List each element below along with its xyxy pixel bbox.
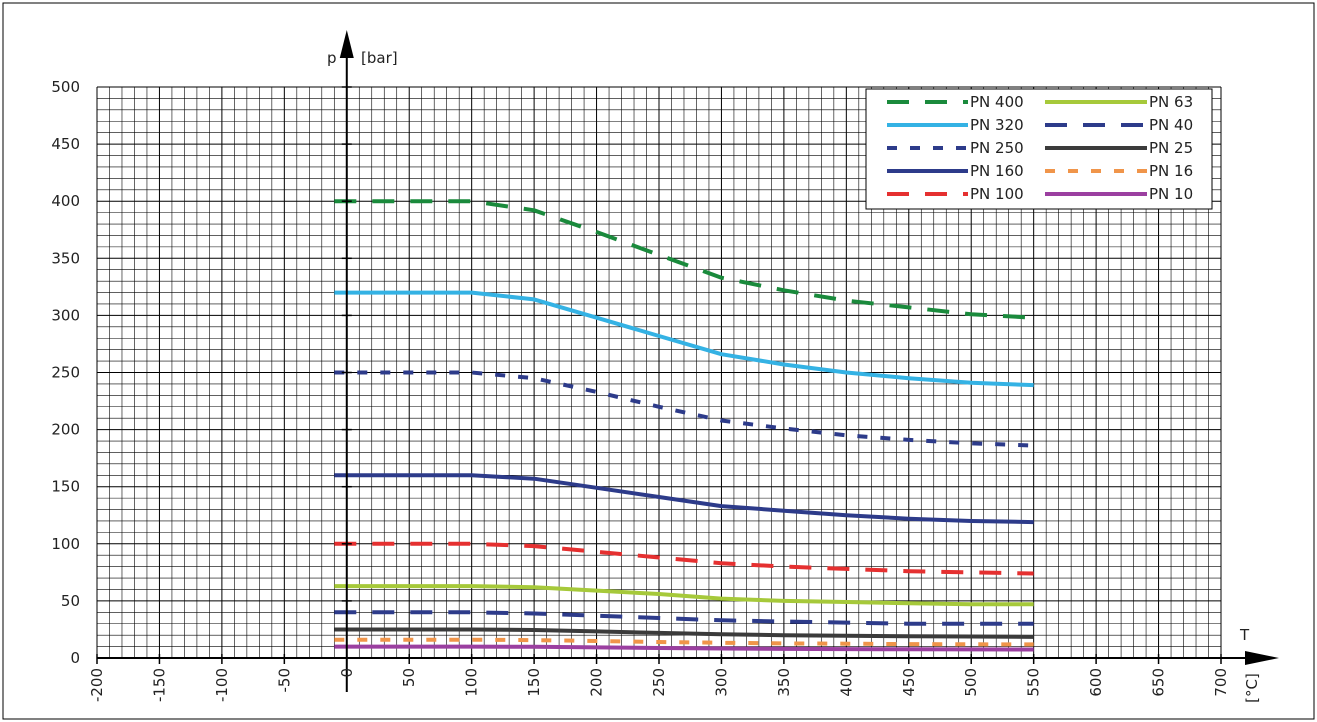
- series-line-pn160: [334, 473, 1034, 525]
- y-tick-label: 300: [51, 306, 80, 324]
- x-tick-label: 50: [400, 668, 418, 687]
- series-line-pn250: [334, 370, 1034, 448]
- y-tick-label: 150: [51, 478, 80, 496]
- x-tick-label: 550: [1025, 668, 1043, 697]
- x-tick-label: -50: [275, 668, 293, 693]
- x-tick-label: -100: [213, 668, 231, 702]
- series-line-pn400: [334, 199, 1034, 320]
- legend-label: PN 250: [970, 139, 1024, 157]
- legend-label: PN 160: [970, 162, 1024, 180]
- y-axis-unit: [bar]: [361, 49, 398, 67]
- legend-label: PN 320: [970, 116, 1024, 134]
- series-lines: [334, 199, 1034, 652]
- y-axis-title: p: [327, 49, 337, 67]
- x-axis-unit: [°C]: [1243, 673, 1261, 703]
- x-tick-label: 0: [338, 668, 356, 678]
- legend-label: PN 25: [1149, 139, 1193, 157]
- series-line-pn320: [334, 290, 1034, 388]
- x-tick-label: 150: [525, 668, 543, 697]
- x-tick-label: 250: [650, 668, 668, 697]
- series-line-pn100: [334, 541, 1034, 576]
- x-axis-title: T: [1239, 626, 1250, 644]
- series-line-pn16: [334, 637, 1034, 647]
- y-tick-label: 100: [51, 535, 80, 553]
- x-tick-label: 600: [1087, 668, 1105, 697]
- x-tick-label: 200: [588, 668, 606, 697]
- x-tick-label: 500: [962, 668, 980, 697]
- x-tick-label: 400: [837, 668, 855, 697]
- axes: p [bar] T [°C]: [96, 30, 1279, 703]
- x-tick-label: 350: [775, 668, 793, 697]
- y-tick-label: 50: [61, 592, 80, 610]
- y-tick-label: 500: [51, 78, 80, 96]
- x-tick-label: 300: [712, 668, 730, 697]
- legend-box: [865, 88, 1213, 210]
- y-tick-label: 250: [51, 364, 80, 382]
- y-tick-label: 350: [51, 249, 80, 267]
- y-axis-arrow: [339, 30, 354, 58]
- legend-label: PN 16: [1149, 162, 1193, 180]
- x-tick-label: 700: [1212, 668, 1230, 697]
- series-line-pn25: [334, 627, 1034, 639]
- x-tick-label: -200: [88, 668, 106, 702]
- legend-label: PN 40: [1149, 116, 1193, 134]
- legend: PN 400 PN 320 PN 250 PN 160 PN 100 PN 63 PN 40…: [865, 88, 1213, 210]
- legend-label: PN 10: [1149, 185, 1193, 203]
- x-tick-label: 100: [463, 668, 481, 697]
- y-tick-label: 0: [70, 649, 80, 667]
- x-tick-label: 650: [1150, 668, 1168, 697]
- series-line-pn40: [334, 610, 1034, 626]
- legend-label: PN 63: [1149, 93, 1193, 111]
- x-tick-label: 450: [900, 668, 918, 697]
- y-tick-label: 200: [51, 421, 80, 439]
- x-tick-label: -150: [150, 668, 168, 702]
- series-line-pn10: [334, 644, 1034, 652]
- legend-label: PN 400: [970, 93, 1024, 111]
- y-tick-label: 450: [51, 135, 80, 153]
- legend-label: PN 100: [970, 185, 1024, 203]
- x-axis-arrow: [1245, 651, 1279, 665]
- y-tick-label: 400: [51, 192, 80, 210]
- series-line-pn63: [334, 584, 1034, 607]
